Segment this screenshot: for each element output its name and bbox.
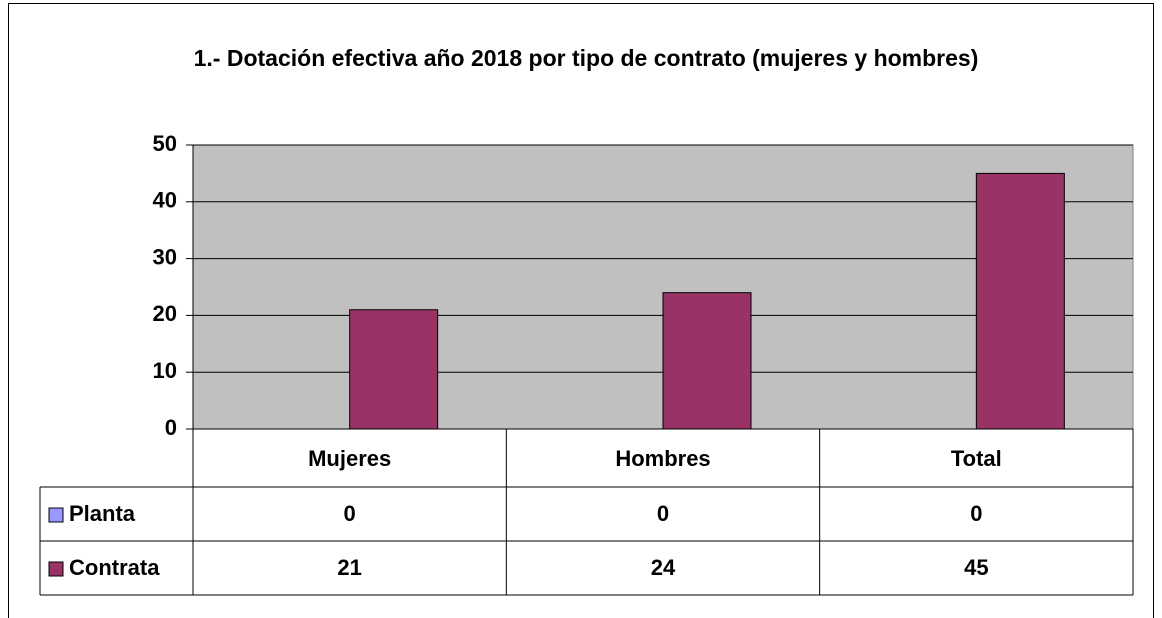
legend-swatch <box>48 507 64 523</box>
table-value: 21 <box>337 555 361 580</box>
bar <box>975 172 1065 430</box>
x-tick-label: Mujeres <box>308 446 391 471</box>
y-tick-label: 20 <box>153 301 177 326</box>
legend-label: Planta <box>69 501 136 526</box>
y-tick-label: 10 <box>153 358 177 383</box>
y-tick-label: 30 <box>153 244 177 269</box>
chart-title: 1.- Dotación efectiva año 2018 por tipo … <box>194 45 979 71</box>
x-tick-label: Hombres <box>615 446 710 471</box>
y-tick-label: 50 <box>153 131 177 156</box>
y-tick-label: 40 <box>153 188 177 213</box>
legend-label: Contrata <box>69 555 160 580</box>
table-value: 24 <box>651 555 676 580</box>
table-value: 0 <box>970 501 982 526</box>
bar <box>349 309 439 430</box>
table-value: 0 <box>344 501 356 526</box>
y-tick-label: 0 <box>165 415 177 440</box>
table-value: 0 <box>657 501 669 526</box>
legend-swatch <box>48 561 64 577</box>
bar <box>662 292 752 430</box>
x-tick-label: Total <box>951 446 1002 471</box>
table-value: 45 <box>964 555 988 580</box>
